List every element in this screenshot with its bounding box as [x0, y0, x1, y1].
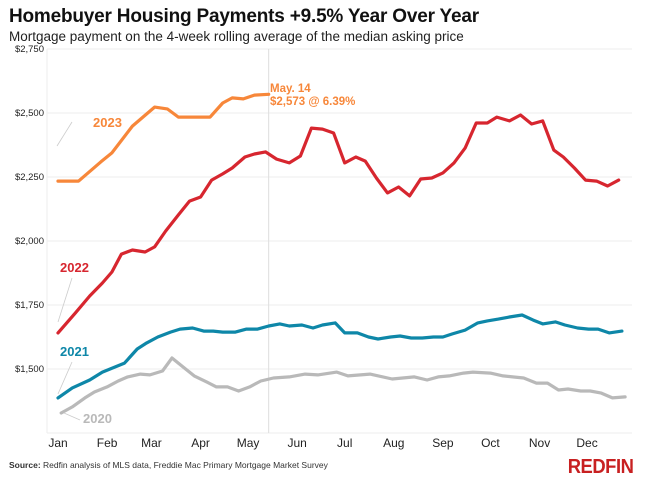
x-tick-label: Feb [97, 436, 118, 450]
redfin-logo: REDFIN [567, 456, 633, 478]
series-label-2022: 2022 [60, 260, 89, 275]
series-line-2021 [56, 313, 624, 400]
y-tick-label: $2,000 [15, 236, 44, 247]
annotation-value: $2,573 @ 6.39% [270, 96, 355, 108]
x-tick-label: Oct [481, 436, 500, 450]
series-label-2020: 2020 [83, 411, 112, 426]
y-tick-label: $2,250 [15, 172, 44, 183]
series-line-2023 [56, 92, 271, 183]
x-tick-label: Sep [432, 436, 454, 450]
x-tick-label: May [237, 436, 260, 450]
x-tick-label: Aug [383, 436, 404, 450]
series-label-leader [57, 277, 73, 323]
series-label-leader [57, 361, 73, 395]
series-line-2022 [56, 113, 621, 335]
x-tick-label: Jan [48, 436, 67, 450]
y-tick-label: $2,500 [15, 108, 44, 119]
x-tick-label: Apr [191, 436, 210, 450]
series-label-2021: 2021 [60, 344, 89, 359]
x-tick-label: Jun [288, 436, 307, 450]
y-tick-label: $2,750 [15, 44, 44, 55]
series-label-leader [63, 412, 81, 421]
chart-title: Homebuyer Housing Payments +9.5% Year Ov… [9, 6, 479, 27]
series-label-leader [56, 121, 73, 147]
series-line-2020 [59, 356, 627, 415]
annotation-date: May. 14 [270, 83, 311, 95]
source-label: Source: [9, 460, 41, 470]
x-tick-label: Dec [576, 436, 597, 450]
y-tick-label: $1,750 [15, 300, 44, 311]
x-tick-label: Mar [141, 436, 162, 450]
chart-subtitle: Mortgage payment on the 4-week rolling a… [9, 29, 464, 44]
source-text: Redfin analysis of MLS data, Freddie Mac… [40, 460, 328, 470]
x-tick-label: Jul [337, 436, 352, 450]
x-tick-label: Nov [529, 436, 550, 450]
series-label-2023: 2023 [93, 115, 122, 130]
source-note: Source: Redfin analysis of MLS data, Fre… [9, 460, 328, 470]
y-tick-label: $1,500 [15, 364, 44, 375]
